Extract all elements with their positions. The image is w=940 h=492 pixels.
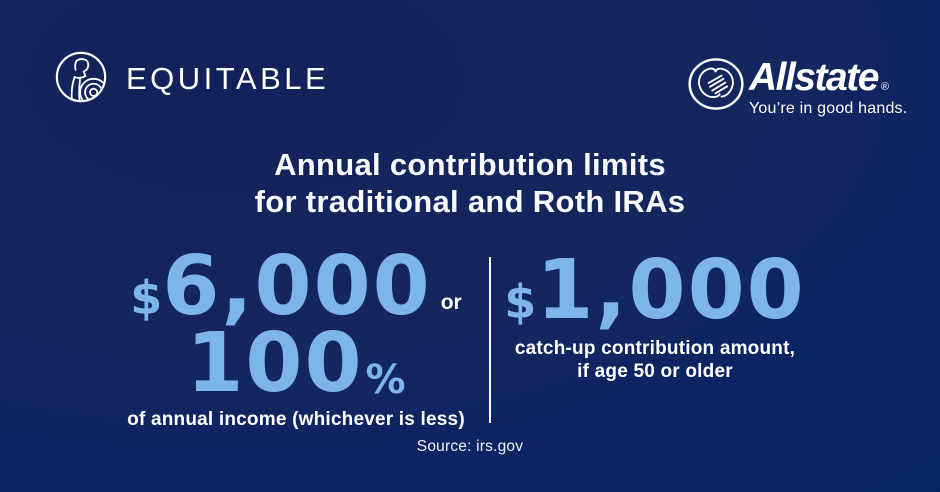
equitable-logo: EQUITABLE	[54, 50, 329, 109]
registered-trademark-symbol: ®	[880, 81, 889, 93]
dollar-sign: $	[130, 271, 163, 325]
amount-value: 1,000	[536, 243, 806, 338]
allstate-tagline: You’re in good hands.	[749, 99, 908, 117]
allstate-text-block: Allstate ® You’re in good hands.	[749, 56, 910, 118]
percent-sign: %	[365, 356, 406, 403]
source-attribution: Source: irs.gov	[416, 438, 524, 455]
equitable-athena-icon	[54, 50, 108, 109]
allstate-wordmark-row: Allstate ®	[749, 56, 910, 99]
amount-value: 6,000	[162, 239, 432, 334]
stat-right-caption-line-1: catch-up contribution amount,	[514, 337, 796, 359]
stat-right-caption-line-2: if age 50 or older	[577, 361, 733, 383]
headline-line-1: Annual contribution limits	[274, 147, 666, 182]
vertical-divider	[489, 257, 491, 423]
percent-100-row: 100%	[112, 322, 480, 404]
equitable-wordmark: EQUITABLE	[126, 60, 330, 96]
stat-catch-up-limit: $1,000 catch-up contribution amount, if …	[503, 250, 807, 384]
dollar-sign: $	[504, 275, 537, 329]
amount-1000-row: $1,000	[503, 250, 807, 332]
percent-value: 100	[186, 315, 364, 411]
headline: Annual contribution limits for tradition…	[0, 146, 940, 220]
allstate-logo: Allstate ® You’re in good hands.	[686, 56, 910, 118]
stat-contribution-limit: $6,000 or 100% of annual income (whicheve…	[112, 246, 480, 431]
allstate-good-hands-icon	[686, 56, 746, 117]
conjunction-or: or	[440, 291, 462, 314]
stat-left-caption: of annual income (whichever is less)	[127, 408, 465, 430]
allstate-wordmark: Allstate	[749, 56, 879, 99]
amount-6000-row: $6,000 or	[112, 246, 480, 328]
headline-line-2: for traditional and Roth IRAs	[254, 184, 686, 219]
stat-right-caption: catch-up contribution amount, if age 50 …	[503, 337, 807, 384]
